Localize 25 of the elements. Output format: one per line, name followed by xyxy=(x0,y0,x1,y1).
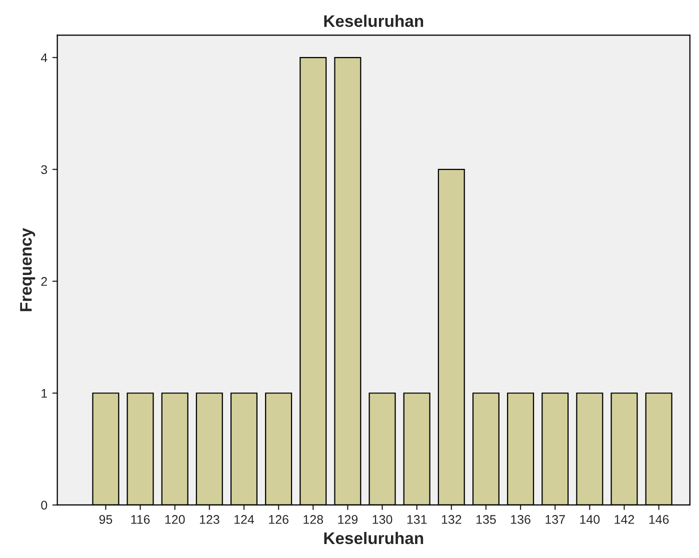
x-tick-label: 123 xyxy=(200,515,220,524)
x-axis-title: Keseluruhan xyxy=(324,532,424,544)
x-tick-label: 140 xyxy=(580,515,600,524)
x-tick-label: 128 xyxy=(304,515,324,524)
x-tick-label: 95 xyxy=(99,515,112,524)
x-tick-label: 120 xyxy=(165,515,185,524)
x-tick-label: 142 xyxy=(614,515,634,524)
y-axis-title: Frequency xyxy=(20,228,36,312)
x-tick-label: 124 xyxy=(234,515,254,524)
x-tick-label: 136 xyxy=(511,515,530,524)
x-tick-label: 116 xyxy=(131,515,150,524)
y-tick-label: 3 xyxy=(41,165,48,174)
x-tick-label: 132 xyxy=(442,515,462,524)
chart-title: Keseluruhan xyxy=(324,14,424,27)
y-tick-label: 2 xyxy=(41,277,47,286)
x-tick-label: 126 xyxy=(269,515,288,524)
x-tick-label: 130 xyxy=(372,515,392,524)
x-tick-label: 146 xyxy=(649,515,669,524)
y-tick-label: 0 xyxy=(41,500,48,510)
x-tick-label: 129 xyxy=(338,515,358,524)
y-tick-label: 1 xyxy=(42,389,47,398)
y-tick-label: 4 xyxy=(40,53,48,62)
x-tick-label: 137 xyxy=(546,515,565,524)
x-tick-label: 131 xyxy=(407,515,427,524)
x-tick-label: 135 xyxy=(476,515,496,524)
